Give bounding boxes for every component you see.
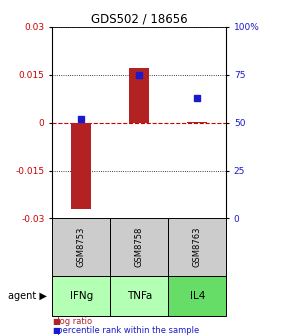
Text: ■: ■ (52, 326, 60, 335)
Text: GSM8758: GSM8758 (135, 227, 144, 267)
Text: IL4: IL4 (189, 291, 205, 301)
Bar (168, 218, 226, 276)
Bar (129, 69, 149, 123)
Text: GSM8763: GSM8763 (193, 227, 202, 267)
Text: GSM8753: GSM8753 (77, 227, 86, 267)
Text: TNFa: TNFa (126, 291, 152, 301)
Bar (52, 276, 110, 316)
Title: GDS502 / 18656: GDS502 / 18656 (91, 13, 188, 26)
Bar (110, 218, 168, 276)
Text: ■: ■ (52, 317, 60, 326)
Bar (71, 123, 91, 209)
Text: IFNg: IFNg (70, 291, 93, 301)
Bar (110, 276, 168, 316)
Bar (168, 276, 226, 316)
Text: log ratio: log ratio (52, 317, 92, 326)
Bar (52, 218, 110, 276)
Text: agent ▶: agent ▶ (8, 291, 46, 301)
Text: percentile rank within the sample: percentile rank within the sample (52, 326, 200, 335)
